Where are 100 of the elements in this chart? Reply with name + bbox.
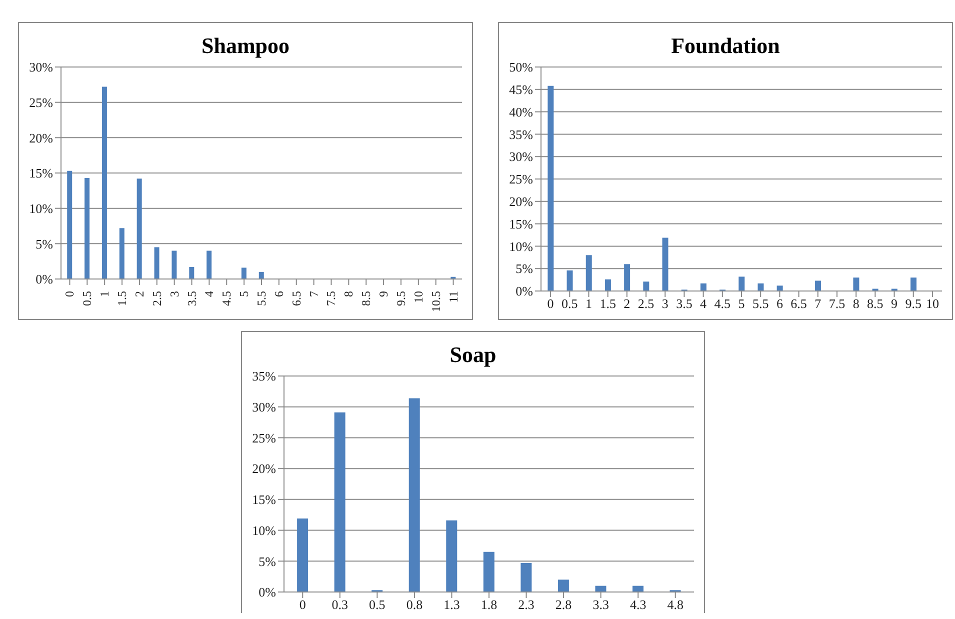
x-tick-label: 3.5 — [676, 296, 692, 312]
x-tick-label: 7.5 — [324, 291, 338, 306]
x-tick-label: 1 — [98, 291, 112, 297]
bar — [136, 178, 142, 279]
x-tick-label: 2 — [624, 296, 630, 312]
x-tick-label: 9.5 — [394, 291, 408, 306]
bar — [776, 286, 783, 291]
y-tick-label: 0% — [36, 272, 54, 287]
bar — [758, 283, 764, 291]
x-tick-label: 0.5 — [80, 291, 94, 306]
y-tick-label: 20% — [509, 194, 534, 210]
bar — [520, 562, 532, 592]
y-tick-label: 25% — [509, 172, 534, 187]
x-tick-label: 5.5 — [254, 291, 268, 306]
bar — [119, 228, 124, 279]
y-tick-label: 20% — [252, 461, 276, 476]
x-tick-label: 6 — [272, 291, 286, 297]
x-tick-label: 10 — [411, 291, 426, 303]
y-tick-label: 15% — [29, 166, 54, 181]
x-tick-label: 0.8 — [406, 597, 423, 612]
x-tick-label: 11 — [446, 291, 460, 303]
x-tick-label: 8 — [852, 296, 860, 312]
bar — [586, 255, 592, 291]
y-tick-label: 25% — [29, 94, 54, 110]
y-tick-label: 30% — [509, 149, 534, 164]
x-tick-label: 9 — [891, 296, 898, 312]
x-tick-label: 9.5 — [905, 296, 922, 312]
bar — [548, 86, 554, 291]
y-tick-label: 20% — [29, 130, 54, 146]
bar — [624, 264, 630, 291]
x-tick-label: 7.5 — [828, 296, 846, 312]
bar — [566, 270, 573, 291]
x-tick-label: 4.3 — [630, 597, 646, 612]
x-tick-label: 8 — [342, 291, 356, 297]
x-tick-label: 3.3 — [592, 597, 609, 612]
x-tick-label: 5 — [738, 296, 745, 312]
x-tick-label: 8.5 — [359, 291, 374, 306]
chart-title: Shampoo — [201, 33, 290, 58]
x-tick-label: 0.5 — [369, 597, 386, 612]
x-tick-label: 1.5 — [115, 291, 130, 306]
bar — [662, 238, 668, 291]
bar — [172, 250, 177, 279]
y-tick-label: 35% — [252, 368, 276, 384]
x-tick-label: 10 — [926, 296, 939, 312]
bar — [334, 412, 346, 592]
y-tick-label: 30% — [29, 60, 54, 75]
x-tick-label: 3 — [662, 296, 668, 312]
x-tick-label: 1 — [585, 296, 592, 312]
x-tick-label: 2 — [132, 291, 146, 297]
bar — [910, 278, 916, 291]
x-tick-label: 6 — [776, 296, 784, 312]
y-tick-label: 40% — [509, 104, 534, 120]
x-tick-label: 4 — [700, 296, 708, 312]
x-tick-label: 5 — [237, 291, 252, 297]
bar — [700, 283, 706, 291]
y-tick-label: 25% — [252, 430, 276, 446]
x-tick-label: 6.5 — [289, 291, 304, 306]
x-tick-label: 0 — [547, 296, 554, 312]
y-tick-label: 15% — [509, 216, 534, 232]
x-tick-label: 3.5 — [184, 291, 199, 306]
bar — [643, 282, 650, 291]
bar — [558, 580, 569, 592]
bar — [815, 280, 822, 291]
y-tick-label: 10% — [252, 522, 276, 538]
x-tick-label: 1.3 — [444, 597, 460, 612]
y-tick-label: 35% — [509, 126, 534, 142]
x-tick-label: 2.5 — [638, 296, 654, 312]
x-tick-label: 4.8 — [667, 597, 684, 612]
y-tick-label: 45% — [509, 82, 534, 98]
bar — [67, 170, 72, 279]
x-tick-label: 0 — [62, 291, 77, 297]
x-tick-label: 4 — [202, 291, 216, 297]
chart-title: Soap — [450, 342, 496, 367]
y-tick-label: 0% — [516, 284, 534, 299]
x-tick-label: 7 — [306, 291, 321, 297]
x-tick-label: 7 — [814, 296, 822, 312]
bar — [84, 178, 90, 279]
y-tick-label: 50% — [509, 60, 534, 75]
bar — [258, 272, 264, 279]
x-tick-label: 4.5 — [714, 296, 731, 312]
bar — [154, 247, 160, 279]
x-tick-label: 0.5 — [562, 296, 578, 312]
y-tick-label: 5% — [36, 236, 54, 252]
bar — [446, 520, 458, 592]
bar — [241, 268, 246, 279]
x-tick-label: 0 — [299, 597, 306, 612]
x-tick-label: 1.5 — [600, 296, 616, 312]
x-tick-label: 2.3 — [518, 597, 534, 612]
x-tick-label: 3 — [167, 291, 182, 297]
bar — [604, 279, 611, 291]
bar — [189, 266, 194, 279]
y-tick-label: 10% — [29, 200, 54, 216]
x-tick-label: 1.8 — [480, 597, 498, 612]
bar — [206, 250, 212, 279]
x-tick-label: 10.5 — [428, 291, 443, 312]
x-tick-label: 9 — [376, 291, 391, 297]
bar — [297, 518, 308, 592]
y-tick-label: 5% — [516, 261, 534, 276]
bar — [738, 276, 745, 291]
bar — [102, 86, 107, 279]
